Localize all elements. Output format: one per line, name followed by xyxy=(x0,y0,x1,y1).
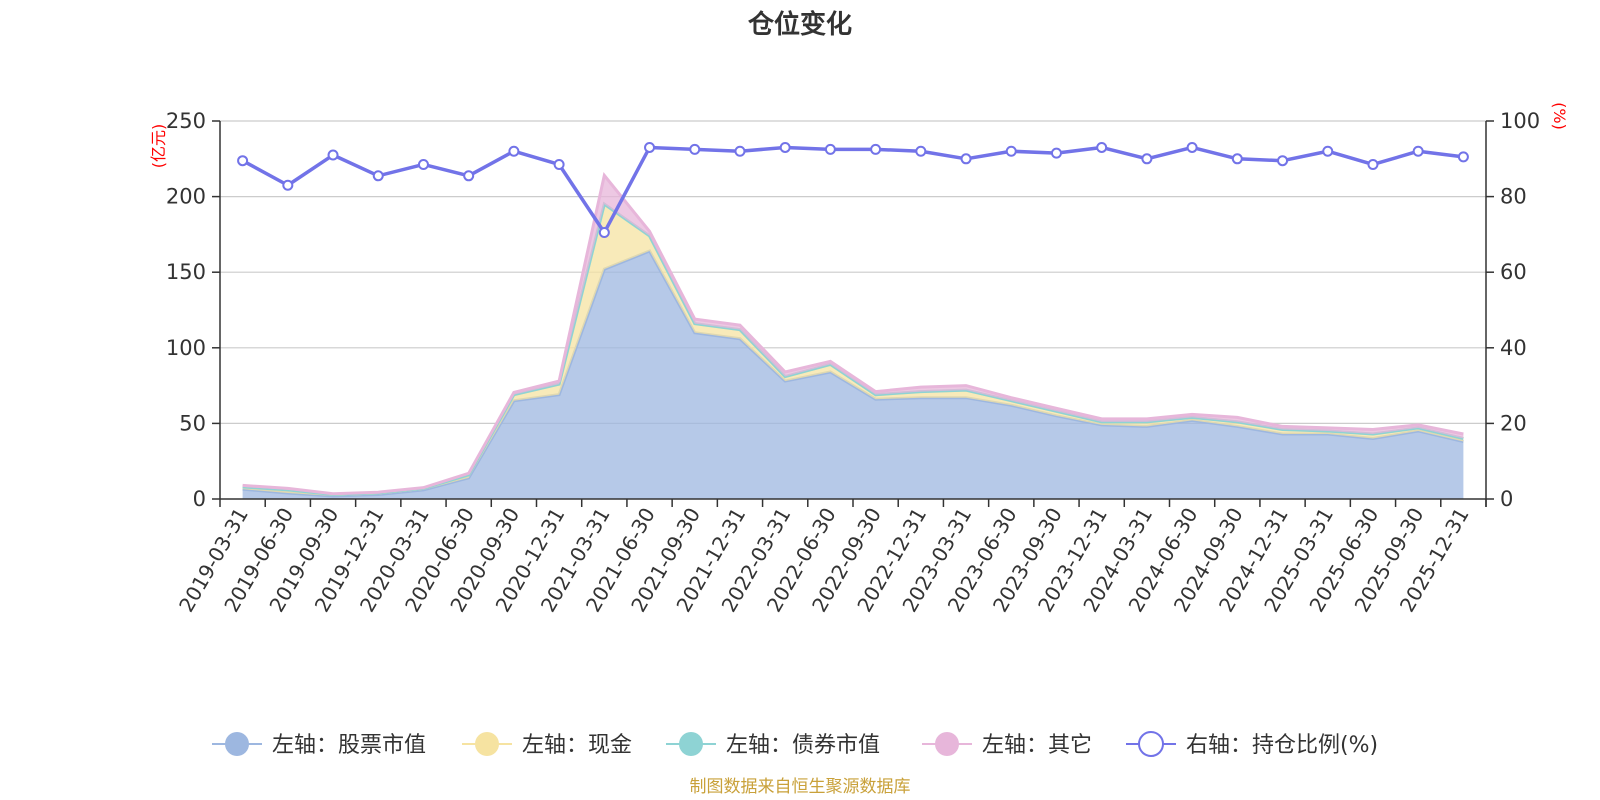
stacked-areas xyxy=(242,172,1464,499)
ratio-line-path xyxy=(241,145,1464,235)
ratio-point xyxy=(915,145,927,157)
chart-title: 仓位变化 xyxy=(747,9,852,40)
legend-marker xyxy=(225,732,249,756)
ratio-point xyxy=(960,153,972,165)
right-y-ticks: 0 20 40 60 80 100 xyxy=(1486,109,1540,511)
ratio-point xyxy=(1322,145,1334,157)
ratio-point xyxy=(1412,145,1424,157)
legend-item[interactable]: 右轴：持仓比例(%) xyxy=(1126,731,1378,758)
ratio-point xyxy=(870,143,882,155)
ratio-point xyxy=(282,179,294,191)
left-tick-label: 150 xyxy=(166,260,206,284)
x-ticks: 2019-03-312019-06-302019-09-302019-12-31… xyxy=(174,499,1487,616)
ratio-point xyxy=(598,227,610,239)
legend-marker xyxy=(679,732,703,756)
ratio-point xyxy=(417,158,429,170)
ratio-point xyxy=(372,170,384,182)
right-tick-label: 20 xyxy=(1500,411,1527,435)
ratio-point xyxy=(689,143,701,155)
ratio-point xyxy=(824,143,836,155)
left-tick-label: 100 xyxy=(166,336,206,360)
left-tick-label: 0 xyxy=(193,487,206,511)
left-tick-label: 250 xyxy=(166,109,206,133)
legend-item[interactable]: 左轴：现金 xyxy=(462,732,632,758)
legend-marker xyxy=(935,732,959,756)
legend-label: 右轴：持仓比例(%) xyxy=(1186,733,1378,758)
data-source-note: 制图数据来自恒生聚源数据库 xyxy=(690,777,911,797)
right-axis-unit: (%) xyxy=(1550,102,1569,130)
ratio-point xyxy=(1457,151,1469,163)
ratio-point xyxy=(327,149,339,161)
legend-label: 左轴：债券市值 xyxy=(726,733,880,758)
ratio-point xyxy=(508,145,520,157)
ratio-point xyxy=(463,170,475,182)
ratio-point xyxy=(237,155,249,167)
legend-item[interactable]: 左轴：债券市值 xyxy=(666,732,880,758)
ratio-point xyxy=(553,158,565,170)
right-tick-label: 40 xyxy=(1500,336,1527,360)
left-axis-unit: (亿元) xyxy=(149,124,168,169)
series-area xyxy=(242,251,1464,499)
legend-label: 左轴：现金 xyxy=(522,733,632,758)
ratio-point xyxy=(1050,147,1062,159)
ratio-point xyxy=(1277,155,1289,167)
ratio-point xyxy=(1141,153,1153,165)
ratio-point xyxy=(1096,141,1108,153)
ratio-point xyxy=(1005,145,1017,157)
holding-ratio-line xyxy=(237,141,1469,239)
legend-label: 左轴：其它 xyxy=(982,733,1092,758)
ratio-point xyxy=(779,141,791,153)
ratio-point xyxy=(1367,158,1379,170)
legend-label: 左轴：股票市值 xyxy=(272,733,426,758)
left-y-ticks: 0 50 100 150 200 250 xyxy=(166,109,220,511)
legend-marker xyxy=(475,732,499,756)
right-tick-label: 80 xyxy=(1500,185,1527,209)
right-tick-label: 100 xyxy=(1500,109,1540,133)
right-tick-label: 60 xyxy=(1500,260,1527,284)
left-tick-label: 50 xyxy=(179,411,206,435)
left-tick-label: 200 xyxy=(166,185,206,209)
right-tick-label: 0 xyxy=(1500,487,1513,511)
ratio-point xyxy=(1186,141,1198,153)
ratio-point xyxy=(1231,153,1243,165)
legend[interactable]: 左轴：股票市值 左轴：现金 左轴：债券市值 左轴：其它 右轴：持仓比例(%) xyxy=(212,731,1378,758)
series-area xyxy=(242,204,1464,496)
legend-item[interactable]: 左轴：股票市值 xyxy=(212,732,426,758)
legend-marker xyxy=(1138,731,1164,757)
legend-item[interactable]: 左轴：其它 xyxy=(922,732,1092,758)
ratio-point xyxy=(734,145,746,157)
series-area-edge xyxy=(242,172,1464,496)
ratio-point xyxy=(644,141,656,153)
